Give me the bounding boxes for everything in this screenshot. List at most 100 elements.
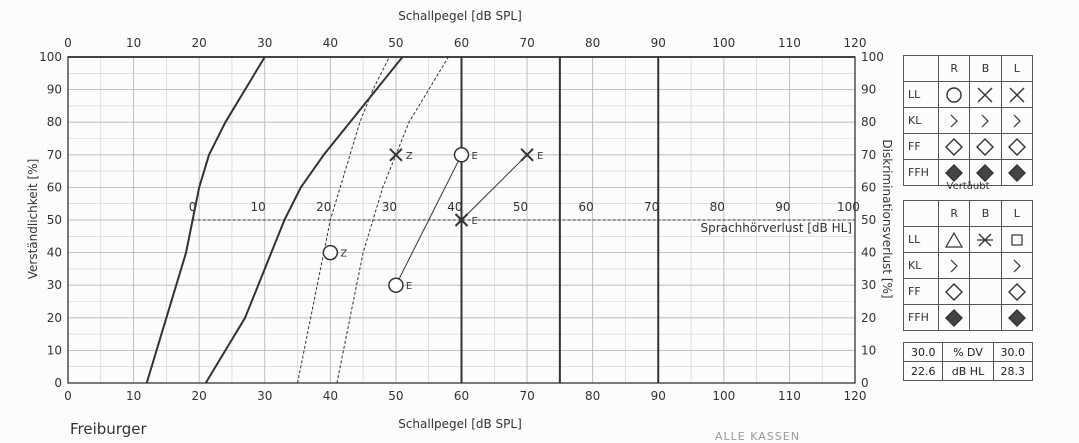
legend-row-label: LL bbox=[903, 226, 939, 253]
top-axis-label: Schallpegel [dB SPL] bbox=[398, 9, 522, 23]
marker-connector bbox=[461, 154, 528, 221]
right-y-tick-label: 10 bbox=[861, 343, 876, 357]
right-y-tick-label: 50 bbox=[861, 213, 876, 227]
legend-table: R B L LL KL FF FFH bbox=[903, 55, 1034, 186]
chevron-symbol-icon bbox=[982, 114, 990, 127]
threshold-curve bbox=[204, 56, 404, 384]
bottom-x-tick-label: 110 bbox=[778, 389, 801, 403]
left-y-tick-label: 0 bbox=[54, 376, 62, 390]
right-y-tick-label: 100 bbox=[861, 50, 884, 64]
legend-symbol-cell bbox=[1000, 304, 1034, 331]
legend-symbol-cell bbox=[937, 252, 971, 279]
legend-symbol-cell bbox=[969, 107, 1002, 134]
legend-row: FFH bbox=[903, 304, 1034, 331]
top-x-tick-label: 20 bbox=[192, 36, 207, 50]
top-x-tick-label: 40 bbox=[323, 36, 338, 50]
data-point-label: Z bbox=[406, 151, 413, 162]
legend-symbol-cell bbox=[937, 304, 971, 331]
legend-row: LL bbox=[903, 81, 1034, 108]
diamond-open-symbol-icon bbox=[1007, 282, 1026, 301]
legend-row: FFH bbox=[903, 159, 1034, 186]
diamond-open-symbol-icon bbox=[1007, 137, 1026, 156]
right-y-tick-label: 0 bbox=[861, 376, 869, 390]
threshold-curve bbox=[145, 56, 266, 384]
y-axis-label: Verständlichkeit [%] bbox=[26, 159, 40, 280]
legend-row: LL bbox=[903, 226, 1034, 253]
legend-row: KL bbox=[903, 252, 1034, 279]
legend-corner-cell bbox=[903, 55, 939, 82]
data-point-label: E bbox=[472, 216, 478, 227]
diamond-filled-symbol-icon bbox=[1007, 308, 1026, 327]
legend-symbol-cell bbox=[969, 159, 1002, 186]
square-symbol-icon bbox=[1011, 233, 1023, 246]
legend-column-header: B bbox=[969, 55, 1002, 82]
hl-tick-label: 50 bbox=[513, 200, 528, 214]
top-x-tick-label: 60 bbox=[454, 36, 469, 50]
data-point-circle bbox=[453, 147, 470, 163]
legend-symbol-cell bbox=[937, 81, 971, 108]
bottom-x-tick-label: 90 bbox=[651, 389, 666, 403]
top-x-tick-label: 110 bbox=[778, 36, 801, 50]
summary-hl-right-ear: 22.6 bbox=[902, 361, 944, 381]
hl-tick-label: 70 bbox=[644, 200, 659, 214]
top-x-tick-label: 50 bbox=[388, 36, 403, 50]
left-y-tick-label: 70 bbox=[47, 148, 62, 162]
reference-curve bbox=[336, 56, 449, 384]
legend-symbol-cell bbox=[1000, 81, 1034, 108]
reference-curve bbox=[297, 56, 390, 384]
chevron-symbol-icon bbox=[950, 259, 959, 272]
left-y-tick-label: 60 bbox=[47, 180, 62, 194]
legend-row-label: FFH bbox=[903, 159, 939, 186]
chevron-symbol-icon bbox=[950, 114, 959, 127]
chevron-symbol-icon bbox=[1013, 114, 1021, 127]
legend-row-label: KL bbox=[903, 252, 939, 279]
legend-symbol-cell bbox=[1000, 107, 1034, 134]
bottom-x-tick-label: 80 bbox=[585, 389, 600, 403]
legend-row-label: KL bbox=[903, 107, 939, 134]
markers: Z Z E E E E bbox=[322, 147, 543, 293]
diamond-filled-symbol-icon bbox=[1007, 163, 1026, 182]
legend-row-label: FF bbox=[903, 133, 939, 160]
top-x-tick-label: 100 bbox=[712, 36, 735, 50]
legend-column-header: R bbox=[937, 55, 971, 82]
data-point-cross bbox=[454, 213, 469, 227]
summary-dv-unit: % DV bbox=[942, 342, 994, 362]
bottom-x-tick-label: 50 bbox=[388, 389, 403, 403]
bottom-axis-label: Schallpegel [dB SPL] bbox=[398, 417, 522, 431]
triangle-symbol-icon bbox=[945, 231, 964, 248]
summary-dv-right-ear: 30.0 bbox=[902, 342, 944, 362]
tick-labels: 0010102020303040405050606070708080909010… bbox=[39, 36, 884, 403]
legend-row: KL bbox=[903, 107, 1034, 134]
chevron-symbol-icon bbox=[1013, 259, 1021, 272]
right-y-tick-label: 60 bbox=[861, 180, 876, 194]
legend-symbol-cell bbox=[969, 133, 1002, 160]
right-y-tick-label: 80 bbox=[861, 115, 876, 129]
top-x-tick-label: 80 bbox=[585, 36, 600, 50]
legend-symbol-cell bbox=[1000, 226, 1034, 253]
top-x-tick-label: 90 bbox=[651, 36, 666, 50]
legend-symbol-cell bbox=[937, 278, 971, 305]
cross-symbol-icon bbox=[1009, 87, 1025, 102]
legend-column-header: R bbox=[937, 200, 971, 227]
cross-symbol-icon bbox=[977, 87, 993, 102]
legend-row: FF bbox=[903, 133, 1034, 160]
left-y-tick-label: 90 bbox=[47, 83, 62, 97]
data-point-label: E bbox=[406, 281, 412, 292]
footer-stamp: ALLE KASSEN bbox=[715, 430, 800, 443]
hl-tick-label: 60 bbox=[578, 200, 593, 214]
data-point-label: Z bbox=[340, 249, 347, 260]
diamond-open-symbol-icon bbox=[976, 137, 995, 156]
diamond-open-symbol-icon bbox=[945, 282, 964, 301]
legend-symbol-cell bbox=[969, 252, 1002, 279]
data-point-circle bbox=[322, 244, 339, 261]
diamond-open-symbol-icon bbox=[945, 137, 964, 156]
legend-symbol-cell bbox=[969, 81, 1002, 108]
legend-row: FF bbox=[903, 278, 1034, 305]
left-y-tick-label: 10 bbox=[47, 343, 62, 357]
hl-tick-label: 40 bbox=[447, 200, 462, 214]
legend-row-label: FFH bbox=[903, 304, 939, 331]
summary-dv-left-ear: 30.0 bbox=[992, 342, 1034, 362]
